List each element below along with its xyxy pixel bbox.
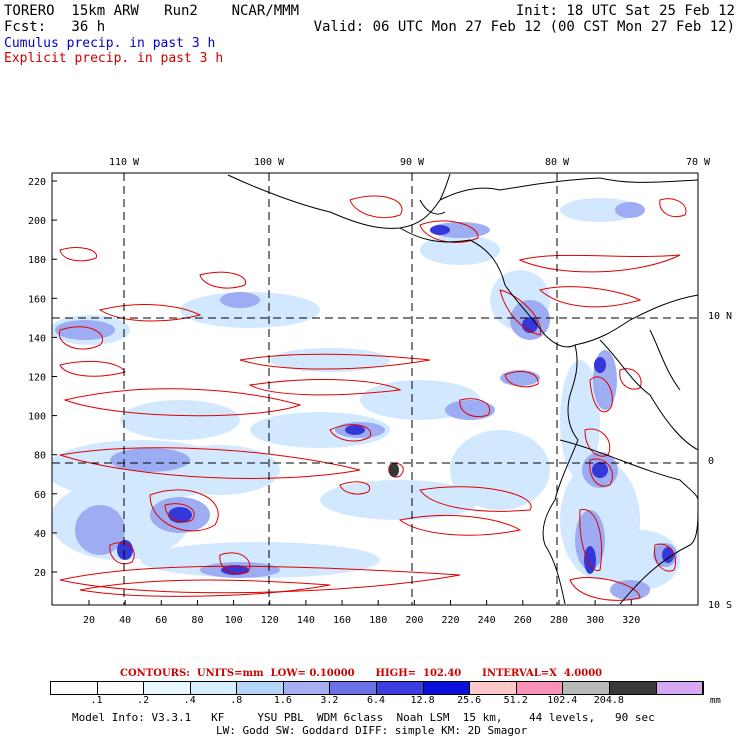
bottom-tick-label: 220 bbox=[441, 615, 459, 626]
bottom-tick-label: 160 bbox=[333, 615, 351, 626]
left-tick-label: 40 bbox=[34, 529, 46, 540]
forecast-hour: Fcst: 36 h bbox=[4, 19, 106, 35]
axis-ticks bbox=[52, 180, 632, 605]
bottom-tick-label: 120 bbox=[261, 615, 279, 626]
bottom-tick-label: 80 bbox=[191, 615, 203, 626]
colorbar-swatch bbox=[656, 682, 704, 694]
colorbar-swatch bbox=[516, 682, 564, 694]
left-tick-label: 120 bbox=[28, 373, 46, 384]
cumulus-legend: Cumulus precip. in past 3 h bbox=[4, 36, 216, 51]
heavy-precip-cell bbox=[389, 463, 399, 477]
explicit-legend: Explicit precip. in past 3 h bbox=[4, 51, 224, 66]
colorbar-unit: mm bbox=[710, 696, 721, 706]
left-tick-label: 160 bbox=[28, 294, 46, 305]
colorbar-label: 1.6 bbox=[273, 695, 292, 706]
colorbar-label: .1 bbox=[90, 695, 103, 706]
lon-label: 110 W bbox=[108, 157, 140, 168]
colorbar-swatch bbox=[190, 682, 238, 694]
colorbar-swatch bbox=[563, 682, 610, 694]
colorbar-label: 102.4 bbox=[547, 695, 578, 706]
valid-time: Valid: 06 UTC Mon 27 Feb 12 (00 CST Mon … bbox=[313, 19, 735, 35]
lon-label: 70 W bbox=[685, 157, 711, 168]
explicit-precip-contours bbox=[58, 195, 687, 601]
contours-info: CONTOURS: UNITS=mm LOW= 0.10000 HIGH= 10… bbox=[120, 668, 603, 679]
model-info: Model Info: V3.3.1 KF YSU PBL WDM 6class… bbox=[72, 711, 655, 724]
colorbar-swatch bbox=[330, 682, 378, 694]
bottom-tick-label: 40 bbox=[119, 615, 131, 626]
colorbar-swatch bbox=[470, 682, 517, 694]
bottom-tick-label: 20 bbox=[83, 615, 95, 626]
init-time: Init: 18 UTC Sat 25 Feb 12 bbox=[515, 3, 735, 19]
bottom-tick-label: 200 bbox=[405, 615, 423, 626]
left-tick-label: 180 bbox=[28, 255, 46, 266]
colorbar-label: .4 bbox=[183, 695, 196, 706]
colorbar-swatch bbox=[377, 682, 424, 694]
colorbar-swatch bbox=[283, 682, 331, 694]
physics-info: LW: Godd SW: Goddard DIFF: simple KM: 2D… bbox=[216, 724, 528, 737]
coastlines bbox=[227, 173, 698, 605]
colorbar-label: 204.8 bbox=[593, 695, 624, 706]
lat-label: 0 bbox=[708, 456, 715, 467]
bottom-tick-label: 140 bbox=[297, 615, 315, 626]
bottom-tick-label: 260 bbox=[514, 615, 532, 626]
lon-label: 80 W bbox=[544, 157, 570, 168]
bottom-tick-label: 240 bbox=[478, 615, 496, 626]
left-tick-label: 60 bbox=[34, 490, 46, 501]
lat-label: 10 S bbox=[708, 600, 733, 611]
left-tick-label: 20 bbox=[34, 568, 46, 579]
bottom-tick-label: 300 bbox=[586, 615, 604, 626]
colorbar-label: 51.2 bbox=[503, 695, 528, 706]
left-tick-label: 80 bbox=[34, 451, 46, 462]
model-title: TORERO 15km ARW Run2 NCAR/MMM bbox=[4, 3, 300, 19]
colorbar-swatch bbox=[51, 682, 98, 694]
map-frame bbox=[51, 172, 699, 606]
colorbar-label: 25.6 bbox=[457, 695, 482, 706]
colorbar bbox=[50, 681, 704, 695]
colorbar-label: 12.8 bbox=[410, 695, 435, 706]
colorbar-swatch bbox=[423, 682, 471, 694]
bottom-tick-label: 180 bbox=[369, 615, 387, 626]
latlon-grid bbox=[52, 173, 698, 605]
axis-tick-labels: 220 200 180 160 140 120 100 80 60 40 20 20 40 60 80 100… bbox=[28, 177, 640, 626]
bottom-tick-label: 60 bbox=[155, 615, 167, 626]
colorbar-labels: .1 .2 .4 .8 1.6 3.2 6.4 12.8 25.6 51.2 102.4 204.8 bbox=[50, 695, 702, 707]
lon-label: 90 W bbox=[399, 157, 425, 168]
colorbar-swatch bbox=[97, 682, 145, 694]
bottom-tick-label: 280 bbox=[550, 615, 568, 626]
colorbar-label: 3.2 bbox=[320, 695, 339, 706]
colorbar-label: .2 bbox=[137, 695, 150, 706]
lon-label: 100 W bbox=[253, 157, 285, 168]
left-tick-label: 100 bbox=[28, 412, 46, 423]
bottom-tick-label: 320 bbox=[622, 615, 640, 626]
bottom-tick-label: 100 bbox=[225, 615, 243, 626]
colorbar-label: .8 bbox=[230, 695, 243, 706]
colorbar-label: 6.4 bbox=[366, 695, 386, 706]
left-tick-label: 220 bbox=[28, 177, 46, 188]
left-tick-label: 200 bbox=[28, 216, 46, 227]
colorbar-swatch bbox=[144, 682, 191, 694]
colorbar-swatch bbox=[609, 682, 657, 694]
colorbar-swatch bbox=[237, 682, 284, 694]
lat-label: 10 N bbox=[708, 311, 733, 322]
left-tick-label: 140 bbox=[28, 333, 46, 344]
